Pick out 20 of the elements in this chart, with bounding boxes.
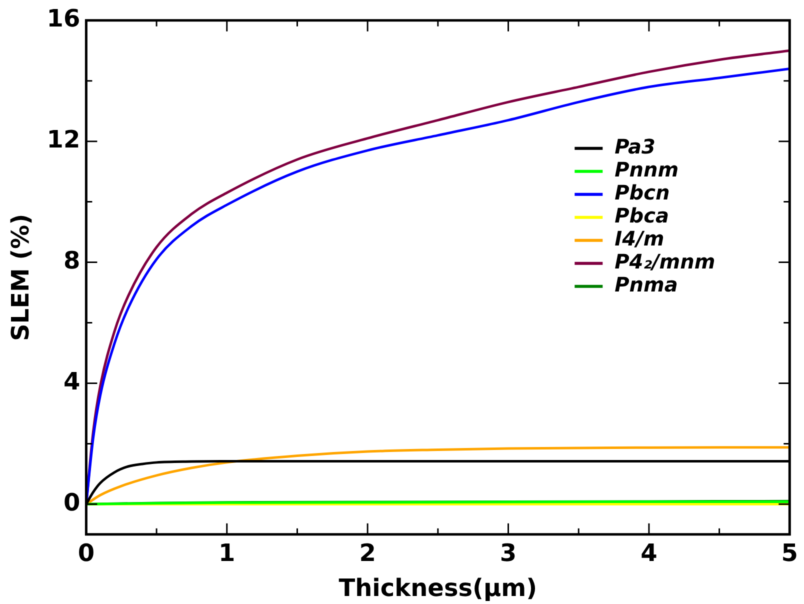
- y-tick-label: 16: [46, 4, 80, 33]
- x-tick-label: 1: [218, 539, 236, 568]
- line-series: [86, 446, 790, 506]
- y-tick-label: 8: [63, 246, 80, 275]
- x-tick-label: 5: [781, 539, 798, 568]
- x-tick-label: 4: [640, 539, 658, 568]
- y-tick-label: 0: [63, 488, 80, 516]
- y-tick-label: 4: [63, 367, 80, 396]
- x-tick-label: 3: [500, 539, 517, 568]
- legend-label: I4/m: [614, 226, 664, 251]
- legend-label: P4₂/mnm: [614, 250, 716, 274]
- legend-label: Pnma: [614, 272, 678, 297]
- x-tick-label: 2: [359, 539, 376, 568]
- legend-label: Pnnm: [614, 158, 679, 182]
- legend-label: Pbca: [614, 204, 669, 228]
- y-axis-title: SLEM (%): [6, 214, 35, 341]
- x-axis-title: Thickness(μm): [338, 574, 538, 602]
- y-tick-label: 12: [46, 126, 80, 154]
- legend-label: Pbcn: [614, 180, 670, 205]
- legend-label: Pa3: [614, 134, 656, 159]
